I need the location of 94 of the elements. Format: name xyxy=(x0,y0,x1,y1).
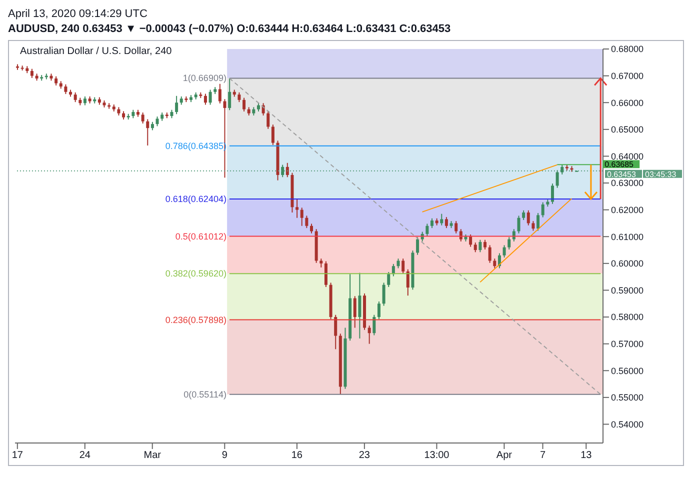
ref-line-label: 0.63453 xyxy=(607,170,636,179)
candlestick xyxy=(310,223,313,234)
candlestick xyxy=(560,164,564,175)
candlestick xyxy=(536,212,540,232)
candlestick xyxy=(382,282,386,306)
candlestick xyxy=(30,68,34,78)
candlestick xyxy=(416,236,420,256)
y-tick-label: 0.60000 xyxy=(611,258,644,269)
candlestick xyxy=(508,236,511,250)
candlestick xyxy=(440,213,444,226)
candlestick xyxy=(377,300,380,320)
x-tick-label: 23 xyxy=(358,450,370,462)
candlestick xyxy=(334,314,338,350)
candlestick xyxy=(242,97,246,112)
candlestick xyxy=(550,183,554,204)
data-label: 0.63685 xyxy=(604,160,634,170)
y-tick-label: 0.54000 xyxy=(611,419,644,430)
candlestick xyxy=(556,170,559,188)
candlestick xyxy=(493,258,496,269)
candlestick xyxy=(175,95,178,115)
ref-line-label: 1(0.66909) xyxy=(182,73,226,84)
ref-line-label: 0(0.55114) xyxy=(184,389,226,400)
candlestick xyxy=(54,76,58,86)
chart-title: Australian Dollar / U.S. Dollar, 240 xyxy=(20,46,172,57)
candlestick xyxy=(141,112,144,124)
candlestick xyxy=(406,268,410,296)
candlestick xyxy=(526,210,530,226)
y-tick-label: 0.64000 xyxy=(611,151,644,162)
x-tick-label: 9 xyxy=(222,450,228,462)
candlestick xyxy=(444,216,448,229)
candlestick xyxy=(281,164,284,178)
ref-line-label: 0.618(0.62404) xyxy=(165,194,226,204)
candlestick xyxy=(64,84,68,95)
candlestick xyxy=(474,242,477,253)
x-tick-label: Mar xyxy=(144,450,162,462)
y-tick-label: 0.67000 xyxy=(611,71,644,81)
y-tick-label: 0.56000 xyxy=(611,366,644,376)
x-tick-label: 7 xyxy=(540,450,546,462)
candlestick xyxy=(517,215,520,234)
ref-line-label: 0.236(0.57898) xyxy=(165,314,226,325)
candlestick xyxy=(541,202,544,218)
text: 03:45:33 xyxy=(645,170,677,179)
x-tick-label: Apr xyxy=(496,450,513,462)
candlestick xyxy=(358,272,362,339)
x-tick-label: 24 xyxy=(79,450,91,462)
candlestick xyxy=(146,118,150,146)
candlestick xyxy=(208,89,212,106)
candlestick xyxy=(430,218,434,229)
x-tick-label: 17 xyxy=(12,450,24,462)
y-tick-label: 0.68000 xyxy=(611,44,644,54)
candlestick xyxy=(266,110,270,130)
candlestick xyxy=(228,78,232,111)
candlestick xyxy=(74,92,77,103)
ref-line-label: 0.5(0.61012) xyxy=(175,231,226,242)
candlestick xyxy=(296,198,299,218)
y-tick-label: 0.66000 xyxy=(611,98,644,108)
candlestick xyxy=(271,124,274,146)
candlestick xyxy=(402,258,405,274)
y-tick-label: 0.55000 xyxy=(611,392,644,403)
x-tick-label: 16 xyxy=(291,450,303,462)
candlestick xyxy=(372,314,376,336)
candlestick xyxy=(488,244,492,264)
y-tick-label: 0.62000 xyxy=(611,205,644,216)
candlestick xyxy=(469,234,472,248)
candlestick xyxy=(324,260,328,288)
x-tick-label: 13:00 xyxy=(424,450,450,462)
y-tick-label: 0.57000 xyxy=(611,339,644,350)
candlestick xyxy=(478,239,482,253)
x-tick-label: 13 xyxy=(580,450,592,462)
candlestick xyxy=(502,244,506,258)
candlestick xyxy=(218,83,222,104)
candlestick xyxy=(426,223,429,237)
candlestick xyxy=(484,239,487,250)
candlestick xyxy=(300,207,304,226)
y-tick-label: 0.61000 xyxy=(611,232,644,242)
candlestick xyxy=(156,116,159,127)
candlestick xyxy=(204,93,207,106)
candlestick xyxy=(353,296,356,328)
candlestick xyxy=(396,258,400,269)
candlestick xyxy=(286,162,289,178)
text: April 13, 2020 09:14:29 UTC xyxy=(8,8,148,22)
candlestick xyxy=(387,272,390,288)
candlestick xyxy=(238,92,241,103)
y-tick-label: 0.63000 xyxy=(611,178,644,188)
chart-subtitle: AUDUSD, 240 0.63453 ▼ −0.00043 (−0.07%) O:0.63444 H:0.63464 L:0.63431 C:0.63453 xyxy=(8,23,452,37)
candlestick xyxy=(522,210,526,220)
candlestick xyxy=(454,220,458,234)
y-tick-label: 0.65000 xyxy=(611,124,644,135)
candlestick xyxy=(305,215,308,229)
candlestick xyxy=(368,325,371,344)
y-tick-label: 0.59000 xyxy=(611,285,644,296)
y-tick-label: 0.58000 xyxy=(611,312,644,322)
ref-line-label: 0.382(0.59620) xyxy=(165,268,226,279)
candlestick xyxy=(532,220,535,232)
